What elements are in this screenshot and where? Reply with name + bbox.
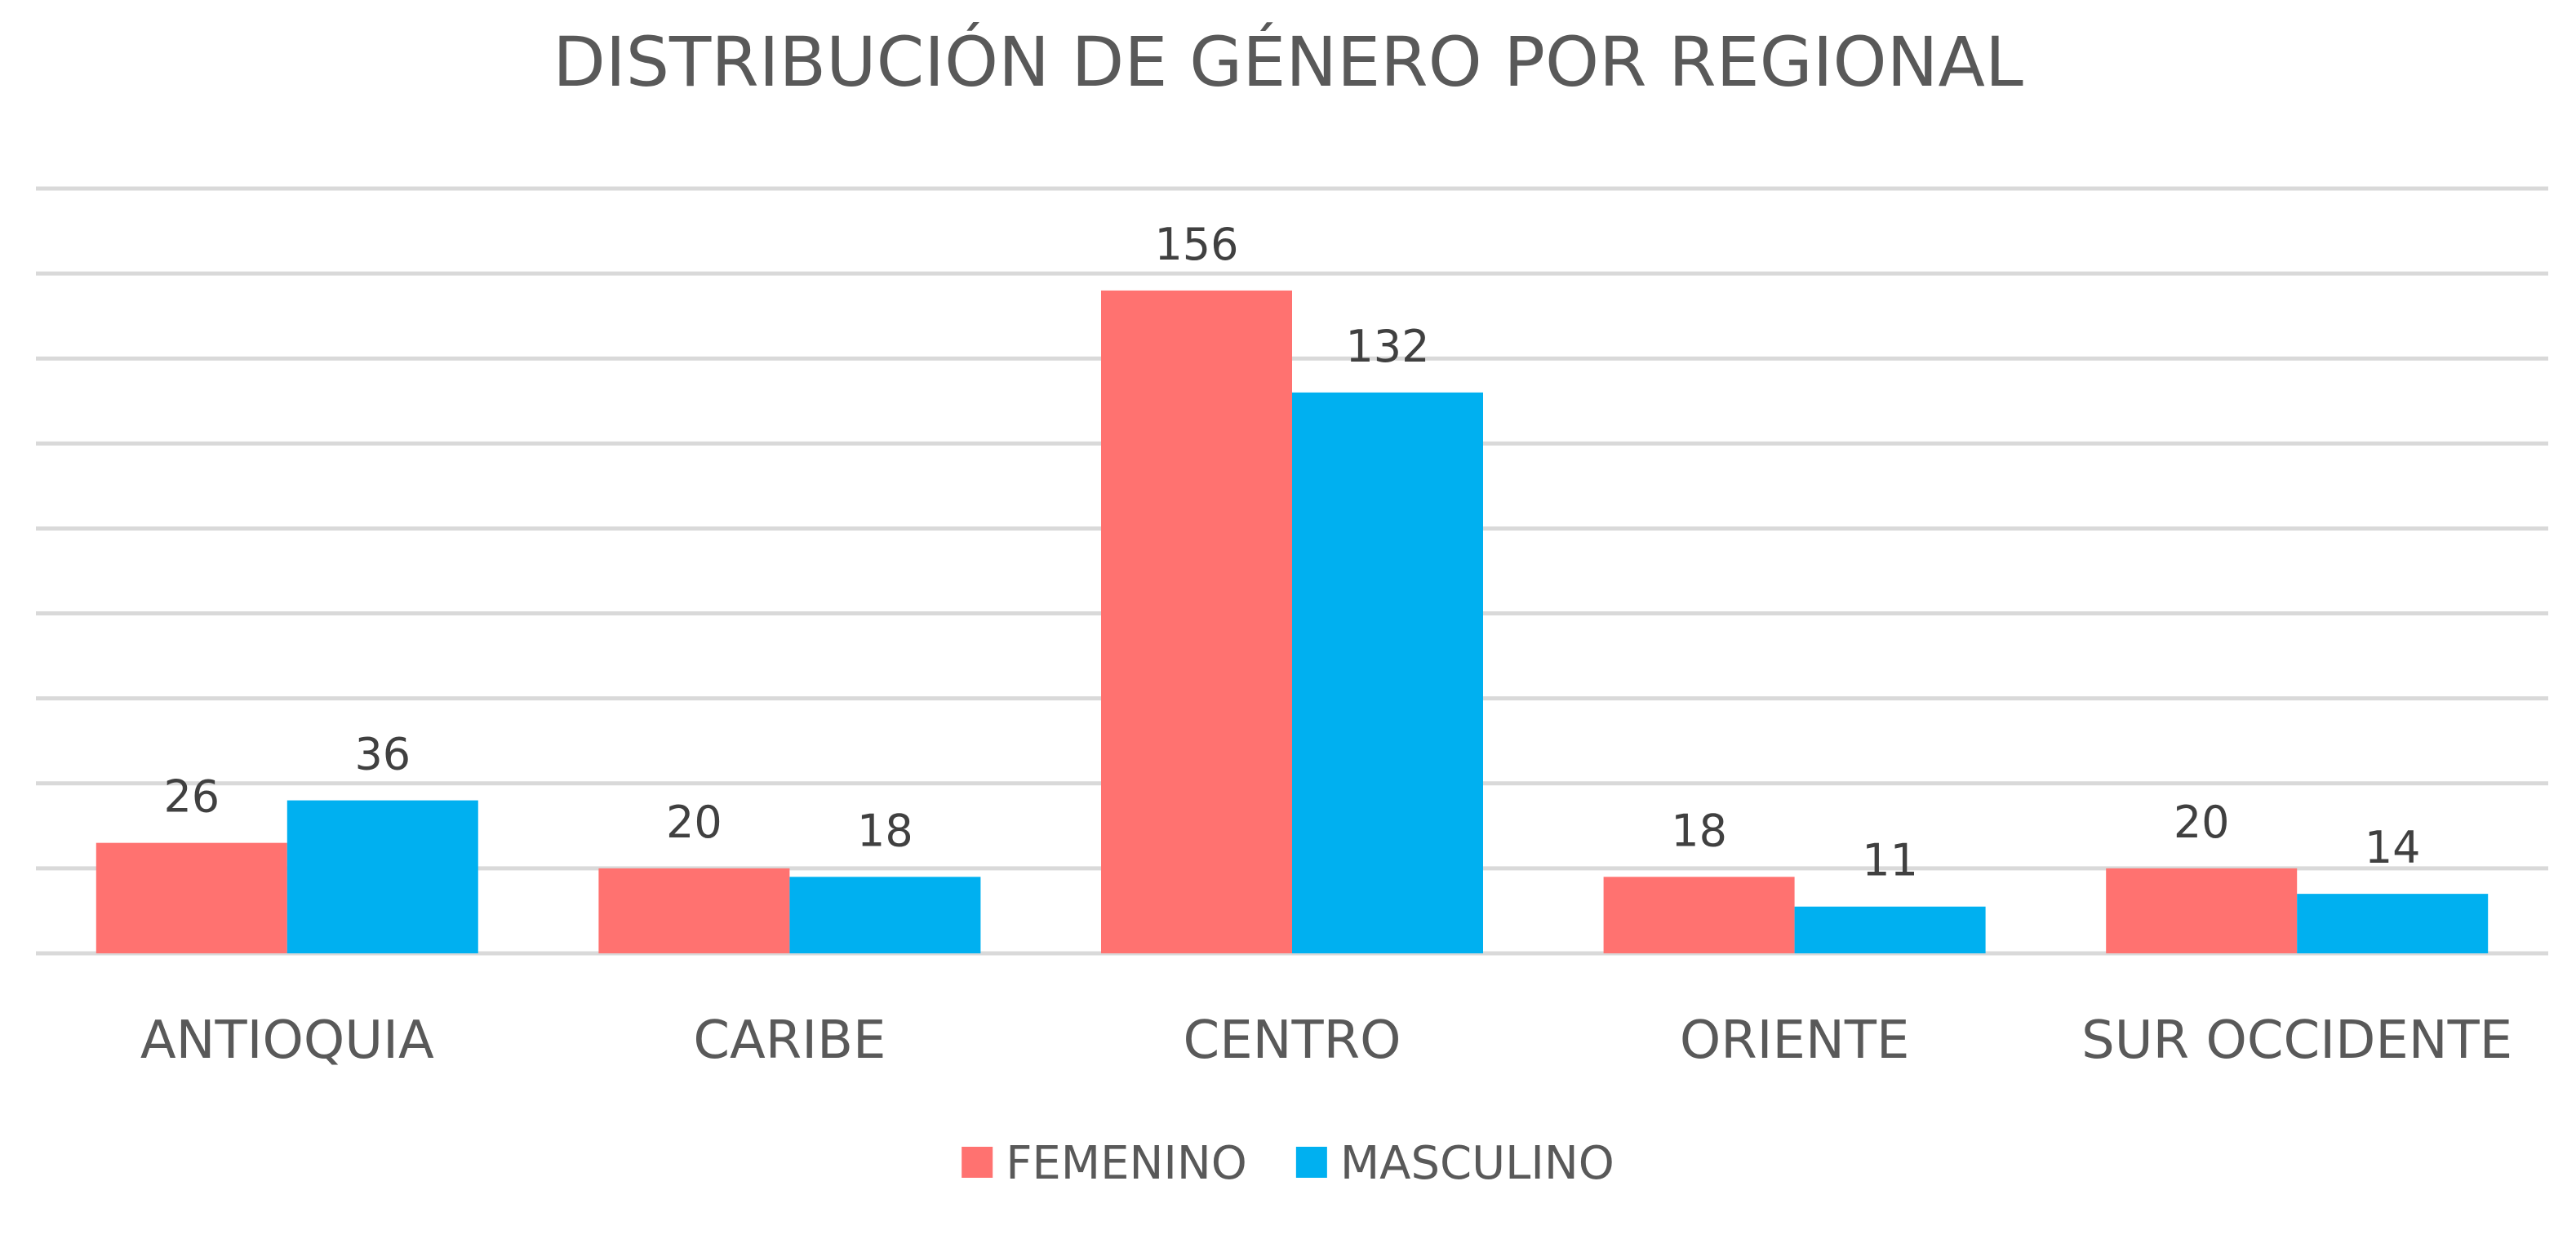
data-label-femenino-sur-occidente: 20 bbox=[2174, 797, 2230, 848]
data-label-masculino-sur-occidente: 14 bbox=[2365, 822, 2421, 873]
data-label-masculino-centro: 132 bbox=[1345, 321, 1429, 372]
bar-masculino-antioquia bbox=[286, 800, 478, 953]
bar-femenino-oriente bbox=[1603, 877, 1795, 953]
category-label-antioquia: ANTIOQUIA bbox=[140, 1010, 434, 1071]
category-label-sur-occidente: SUR OCCIDENTE bbox=[2081, 1010, 2512, 1071]
bars bbox=[95, 290, 2489, 953]
data-label-masculino-antioquia: 36 bbox=[354, 729, 411, 780]
legend-item-masculino: MASCULINO bbox=[1295, 1137, 1614, 1190]
bar-masculino-sur-occidente bbox=[2297, 894, 2489, 953]
legend-label-masculino: MASCULINO bbox=[1340, 1137, 1614, 1190]
bar-femenino-sur-occidente bbox=[2106, 868, 2298, 953]
bar-femenino-antioquia bbox=[95, 842, 287, 953]
category-label-caribe: CARIBE bbox=[693, 1010, 886, 1071]
data-labels: 26 36 20 18 156 132 18 11 20 14 bbox=[163, 219, 2420, 886]
legend-label-femenino: FEMENINO bbox=[1006, 1137, 1247, 1190]
bar-femenino-caribe bbox=[598, 868, 790, 953]
data-label-femenino-oriente: 18 bbox=[1671, 805, 1727, 856]
data-label-femenino-caribe: 20 bbox=[666, 797, 722, 848]
bar-masculino-oriente bbox=[1794, 906, 1986, 953]
data-label-masculino-caribe: 18 bbox=[857, 805, 913, 856]
legend: FEMENINO MASCULINO bbox=[962, 1137, 1614, 1190]
category-label-oriente: ORIENTE bbox=[1680, 1010, 1910, 1071]
bar-femenino-centro bbox=[1101, 290, 1292, 953]
legend-swatch-femenino bbox=[962, 1147, 993, 1178]
bar-masculino-centro bbox=[1292, 392, 1483, 953]
bar-masculino-caribe bbox=[789, 877, 981, 953]
data-label-femenino-antioquia: 26 bbox=[163, 771, 220, 823]
data-label-femenino-centro: 156 bbox=[1154, 219, 1238, 270]
legend-swatch-masculino bbox=[1295, 1147, 1327, 1178]
category-labels: ANTIOQUIA CARIBE CENTRO ORIENTE SUR OCCIDENT… bbox=[140, 1010, 2512, 1071]
data-label-masculino-oriente: 11 bbox=[1862, 835, 1918, 886]
chart-title: DISTRIBUCIÓN DE GÉNERO POR REGIONAL bbox=[553, 22, 2023, 102]
category-label-centro: CENTRO bbox=[1184, 1010, 1401, 1071]
legend-item-femenino: FEMENINO bbox=[962, 1137, 1247, 1190]
